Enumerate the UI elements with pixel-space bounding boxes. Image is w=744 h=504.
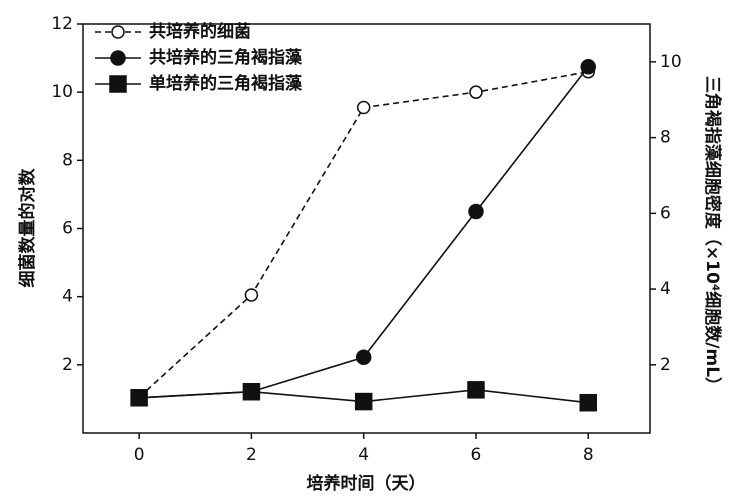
series-line — [139, 66, 589, 399]
marker — [130, 389, 148, 407]
marker — [580, 59, 596, 75]
y-axis-label: 细菌数量的对数 — [17, 168, 38, 288]
legend-label: 共培养的细菌 — [149, 21, 251, 42]
legend-marker — [110, 50, 126, 66]
legend-label: 单培养的三角褐指藻 — [149, 73, 303, 94]
y-tick-label: 10 — [51, 82, 73, 102]
x-axis-label: 培养时间（天） — [307, 473, 426, 494]
legend-label: 共培养的三角褐指藻 — [149, 47, 303, 68]
y-tick-label: 6 — [62, 219, 73, 239]
y2-tick-label: 8 — [660, 128, 671, 148]
marker — [242, 382, 261, 401]
marker — [468, 203, 484, 220]
marker — [354, 392, 373, 411]
marker — [356, 100, 371, 115]
marker — [469, 85, 483, 99]
y2-tick-label: 10 — [660, 52, 682, 72]
y-tick-label: 2 — [62, 355, 73, 375]
x-tick-label: 0 — [134, 445, 145, 465]
y-tick-label: 4 — [62, 287, 73, 307]
x-tick-label: 4 — [358, 445, 369, 465]
legend-marker — [109, 75, 127, 93]
y-tick-label: 12 — [51, 14, 73, 34]
marker — [579, 393, 597, 412]
y2-tick-label: 6 — [660, 203, 671, 223]
y2-tick-label: 4 — [660, 279, 671, 299]
series-line — [138, 70, 589, 398]
marker — [355, 349, 372, 366]
y-tick-label: 8 — [62, 150, 73, 170]
marker — [467, 381, 485, 399]
x-tick-label: 2 — [246, 445, 257, 465]
y2-axis-label: 三角褐指藻细胞密度（×10⁴细胞数/mL） — [702, 76, 723, 394]
marker — [244, 288, 259, 302]
y2-tick-label: 2 — [660, 355, 671, 375]
x-tick-label: 8 — [583, 445, 594, 465]
x-tick-label: 6 — [471, 445, 482, 465]
legend-marker — [111, 25, 125, 39]
